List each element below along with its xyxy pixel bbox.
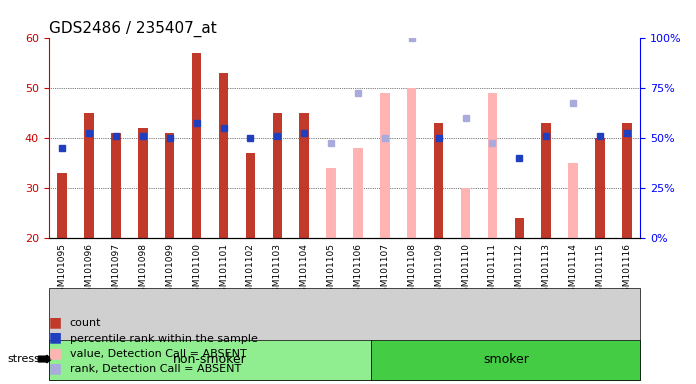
Bar <box>595 138 605 238</box>
Bar <box>84 113 94 238</box>
Text: value, Detection Call = ABSENT: value, Detection Call = ABSENT <box>70 349 246 359</box>
Bar <box>461 188 470 238</box>
Text: count: count <box>70 318 101 328</box>
Bar <box>407 88 416 238</box>
Text: ■: ■ <box>49 331 62 345</box>
Text: rank, Detection Call = ABSENT: rank, Detection Call = ABSENT <box>70 364 241 374</box>
Bar <box>138 128 148 238</box>
Text: ■: ■ <box>49 361 62 376</box>
Text: GDS2486 / 235407_at: GDS2486 / 235407_at <box>49 21 216 37</box>
Bar <box>488 93 497 238</box>
Bar <box>111 133 120 238</box>
Bar <box>192 53 201 238</box>
Bar <box>434 123 443 238</box>
Text: stress: stress <box>7 354 40 364</box>
Text: percentile rank within the sample: percentile rank within the sample <box>70 334 258 344</box>
Bar <box>299 113 309 238</box>
Bar <box>569 163 578 238</box>
Bar <box>58 173 67 238</box>
Bar <box>541 123 551 238</box>
Bar <box>165 133 175 238</box>
Bar <box>326 168 335 238</box>
Bar <box>380 93 390 238</box>
Bar <box>514 218 524 238</box>
Bar <box>622 123 631 238</box>
Text: non-smoker: non-smoker <box>173 353 247 366</box>
Text: smoker: smoker <box>483 353 529 366</box>
Bar <box>246 153 255 238</box>
Bar <box>219 73 228 238</box>
Text: ■: ■ <box>49 315 62 329</box>
Bar <box>273 113 282 238</box>
Bar <box>354 148 363 238</box>
Text: ■: ■ <box>49 346 62 360</box>
